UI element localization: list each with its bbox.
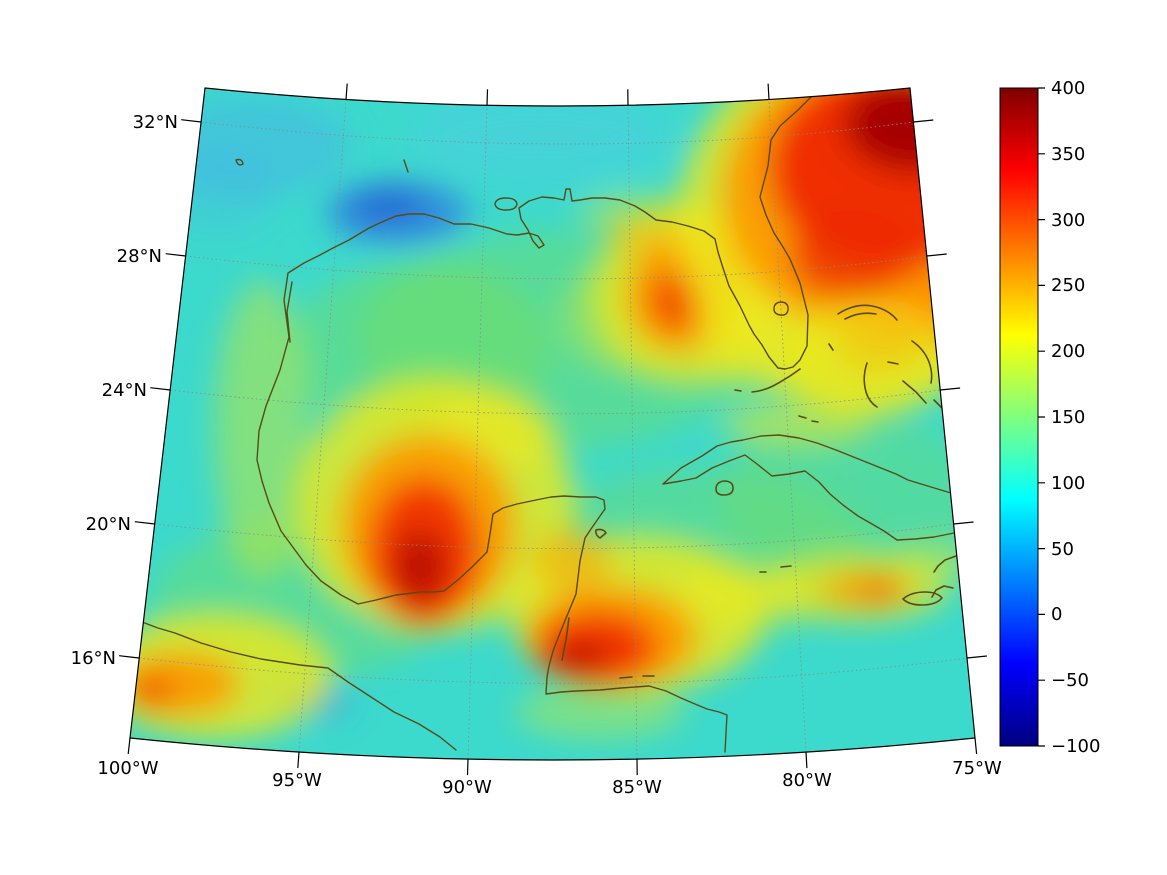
cuba-coastline xyxy=(662,434,955,541)
lon-tick-label-75w: 75°W xyxy=(952,758,1002,779)
lon-tick-label-90w: 90°W xyxy=(442,777,492,798)
colorbar-tick-label: 0 xyxy=(1051,604,1062,625)
colorbar-tick-label: 350 xyxy=(1051,144,1085,165)
lat-tick-label-16n: 16°N xyxy=(71,648,116,669)
islands-coastlines xyxy=(561,304,957,679)
colorbar-tick-label: −100 xyxy=(1051,736,1100,757)
heatmap-blobs xyxy=(130,88,975,740)
colorbar-tick-label: 100 xyxy=(1051,473,1085,494)
lat-tick-label-32n: 32°N xyxy=(133,112,178,133)
lat-tick-label-20n: 20°N xyxy=(86,514,131,535)
lat-tick-label-28n: 28°N xyxy=(117,246,162,267)
mainland-coastline xyxy=(256,89,819,753)
colorbar-tick-label: −50 xyxy=(1051,670,1089,691)
colorbar-tick-label: 400 xyxy=(1051,78,1085,99)
graticule xyxy=(138,99,968,760)
lakes-and-details xyxy=(235,158,789,343)
colorbar-gradient xyxy=(999,87,1039,747)
coastlines xyxy=(141,89,957,753)
colorbar-tick-label: 50 xyxy=(1051,539,1074,560)
colorbar-tick-label: 150 xyxy=(1051,407,1085,428)
colorbar-tick-label: 300 xyxy=(1051,210,1085,231)
lon-tick-label-100w: 100°W xyxy=(97,758,158,779)
colorbar: 400 350 300 250 200 150 100 50 0 −50 −10… xyxy=(999,78,1100,757)
colorbar-tick-label: 250 xyxy=(1051,275,1085,296)
lon-tick-label-85w: 85°W xyxy=(612,777,662,798)
colorbar-ticks xyxy=(1038,87,1045,747)
colorbar-tick-label: 200 xyxy=(1051,341,1085,362)
axis-ticks xyxy=(119,83,987,776)
pacific-coastline xyxy=(141,621,457,751)
map-boundary xyxy=(129,87,976,761)
lat-tick-label-24n: 24°N xyxy=(102,380,147,401)
lon-tick-label-80w: 80°W xyxy=(782,770,832,791)
heatmap-field xyxy=(130,88,975,760)
lon-tick-label-95w: 95°W xyxy=(272,770,322,791)
